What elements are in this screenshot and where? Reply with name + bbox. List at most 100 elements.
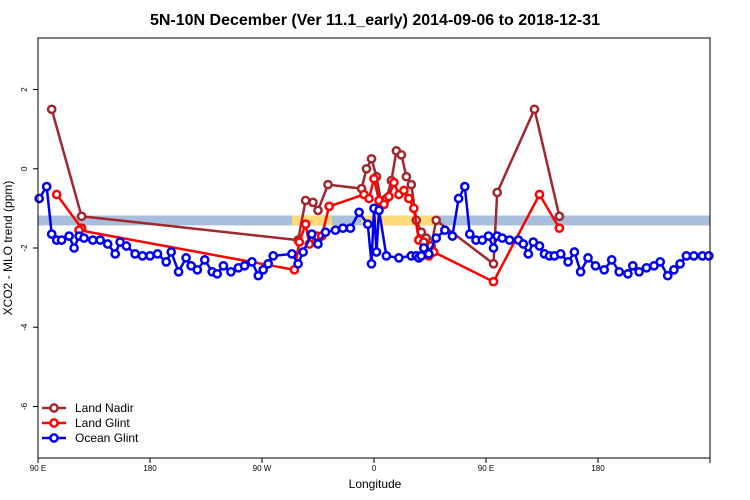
data-point	[212, 268, 223, 279]
data-point	[518, 239, 529, 249]
data-point	[46, 229, 57, 239]
data-point	[606, 255, 617, 265]
data-point	[145, 251, 155, 261]
legend-item: Land Glint	[42, 416, 130, 430]
legend-marker	[49, 433, 59, 443]
data-point	[293, 258, 303, 269]
x-tick-label: 90 E	[30, 464, 46, 473]
data-point	[403, 193, 414, 204]
data-point	[641, 262, 652, 273]
legend-marker	[49, 403, 59, 413]
data-point	[379, 199, 389, 210]
data-point	[554, 211, 565, 222]
data-point	[110, 249, 121, 259]
data-point	[623, 268, 633, 279]
data-point	[308, 197, 318, 208]
data-point	[492, 187, 503, 198]
data-point	[529, 104, 540, 115]
data-point	[364, 193, 374, 204]
data-point	[253, 270, 264, 281]
data-point	[634, 266, 644, 277]
data-point	[381, 251, 392, 261]
legend-marker	[49, 418, 59, 428]
data-point	[34, 193, 45, 204]
data-point	[263, 258, 274, 269]
data-point	[181, 253, 191, 263]
legend-label: Ocean Glint	[75, 431, 139, 445]
data-point	[431, 215, 442, 226]
data-point	[313, 205, 323, 216]
legend-label: Land Glint	[75, 416, 130, 430]
data-point	[662, 270, 673, 281]
data-point	[554, 223, 565, 234]
y-tick-label: -6	[20, 402, 29, 410]
data-point	[555, 249, 566, 259]
data-point	[130, 249, 140, 259]
data-point	[627, 260, 638, 271]
data-point	[41, 181, 52, 192]
data-point	[258, 264, 269, 275]
data-point	[384, 191, 394, 202]
data-point	[497, 233, 508, 243]
data-point	[447, 231, 458, 241]
data-point	[396, 150, 407, 160]
data-point	[239, 260, 250, 271]
data-point	[406, 179, 417, 190]
data-point	[300, 195, 311, 206]
data-point	[408, 203, 419, 214]
data-point	[523, 249, 534, 259]
data-point	[418, 243, 429, 253]
data-point	[199, 255, 210, 265]
data-point	[324, 201, 335, 212]
data-point	[362, 219, 373, 230]
data-point	[464, 229, 475, 239]
series-layer	[34, 104, 714, 287]
x-tick-label: 90 W	[253, 464, 272, 473]
series-ocean-glint	[34, 181, 714, 281]
data-point	[703, 251, 714, 261]
data-point	[192, 264, 203, 275]
data-point	[483, 231, 494, 241]
y-axis: 2 0 -2 -4 -6	[20, 87, 38, 410]
data-point	[366, 258, 377, 269]
data-point	[459, 181, 470, 192]
data-point	[534, 241, 545, 251]
data-point	[102, 239, 113, 249]
data-point	[330, 225, 341, 236]
data-point	[590, 260, 601, 271]
data-point	[79, 233, 89, 243]
chart-title: 5N-10N December (Ver 11.1_early) 2014-09…	[150, 12, 600, 29]
data-point	[173, 266, 184, 277]
legend-item: Land Nadir	[42, 401, 134, 415]
data-point	[294, 237, 305, 247]
data-point	[51, 189, 62, 200]
data-point	[323, 179, 333, 190]
data-point	[389, 177, 399, 188]
y-tick-label: 0	[20, 166, 29, 171]
data-point	[366, 153, 377, 164]
data-point	[453, 193, 464, 204]
data-point	[416, 251, 427, 261]
data-point	[440, 225, 450, 236]
data-point	[56, 235, 67, 245]
data-point	[583, 253, 593, 263]
data-point	[655, 257, 666, 267]
data-point	[121, 241, 132, 251]
data-point	[361, 163, 372, 174]
data-point	[64, 231, 74, 241]
data-point	[354, 207, 364, 218]
data-point	[320, 227, 331, 238]
data-point	[675, 258, 685, 269]
data-point	[688, 251, 699, 261]
data-point	[298, 247, 308, 257]
series-line	[55, 178, 561, 284]
data-point	[669, 264, 679, 275]
data-point	[369, 173, 379, 184]
data-point	[563, 257, 573, 267]
data-point	[268, 251, 279, 261]
data-point	[681, 251, 692, 261]
x-axis: 90 E 180 90 W 0 90 E 180	[30, 458, 711, 473]
data-point	[166, 247, 177, 257]
data-point	[399, 185, 409, 196]
data-point	[76, 211, 87, 222]
